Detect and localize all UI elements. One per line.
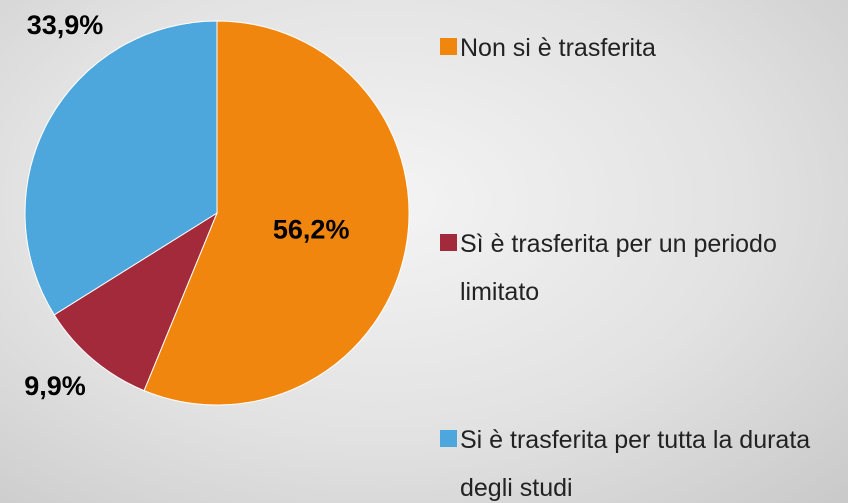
legend-label: Si è trasferita per tutta la durata degl… (460, 426, 811, 502)
legend-item: Sì è trasferita per un periodo limitato (440, 220, 840, 316)
legend-swatch (440, 38, 457, 55)
legend-swatch (440, 430, 457, 447)
legend-swatch (440, 234, 457, 251)
legend-item: Si è trasferita per tutta la durata degl… (440, 416, 840, 503)
pie-slice (24, 20, 218, 316)
data-label: 9,9% (24, 371, 86, 401)
pie-slice (143, 20, 410, 406)
data-label: 56,2% (273, 215, 350, 245)
legend-item: Non si è trasferita (440, 24, 840, 72)
pie-slice (53, 211, 219, 392)
legend-label: Sì è trasferita per un periodo limitato (460, 230, 777, 306)
legend-label: Non si è trasferita (460, 34, 656, 62)
data-label: 33,9% (27, 10, 104, 40)
